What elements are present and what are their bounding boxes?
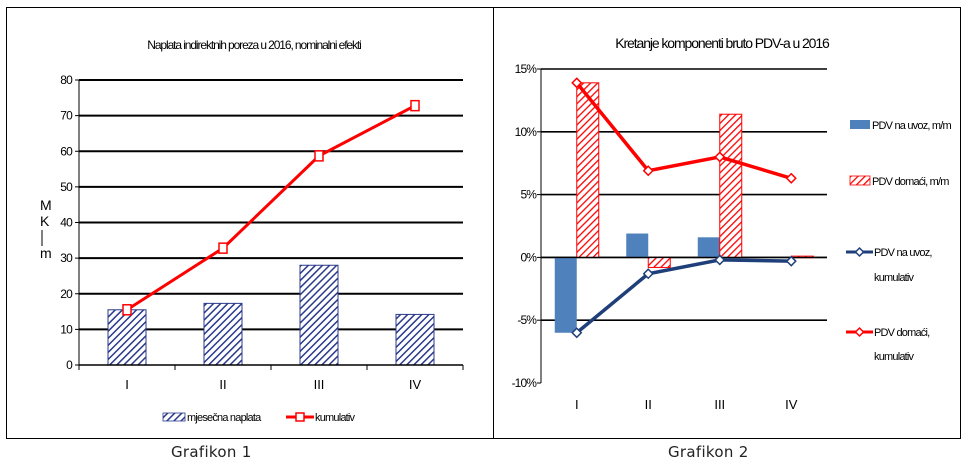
chart-2-lines — [571, 77, 797, 339]
legend-label-import-cum: PDV na uvoz, kumulativ — [874, 247, 934, 284]
bar-domestic-mm — [576, 82, 600, 258]
y-tick-label: 70 — [60, 109, 73, 123]
y-tick-label: 5% — [520, 188, 537, 202]
bar-domestic-mm — [719, 113, 743, 258]
legend-label-import-cum-line-1: PDV na uvoz, — [874, 247, 932, 259]
chart-1-ylabel-line-3: m — [40, 245, 52, 261]
y-tick-label: 10% — [515, 125, 538, 139]
marker-domestic-cumulative — [714, 151, 726, 163]
marker-cumulative — [410, 99, 420, 112]
x-tick-label: I — [125, 377, 129, 392]
figure-frame — [6, 7, 961, 439]
legend-label-domestic-cum-line-2: kumulativ — [874, 351, 915, 363]
legend-swatch-domestic-mm — [849, 175, 871, 186]
legend-label-monthly: mjesečna naplata — [187, 412, 262, 424]
marker-cumulative — [122, 304, 132, 316]
bar-domestic-mm — [647, 256, 671, 268]
bar-monthly — [107, 309, 147, 366]
legend-marker-cumulative — [295, 412, 305, 422]
bar-monthly — [203, 302, 243, 366]
chart-2-grid: -10% -5% 0% 5% 10% 15% — [512, 62, 827, 390]
marker-import-cumulative — [785, 255, 797, 267]
bar-import-mm — [626, 233, 649, 258]
marker-import-cumulative — [571, 327, 583, 339]
y-tick-label: 15% — [515, 62, 538, 76]
marker-domestic-cumulative — [642, 165, 654, 177]
y-tick-label: 0 — [66, 358, 73, 372]
figure-divider — [493, 7, 494, 439]
legend-label-domestic-cum-line-1: PDV domaći, — [874, 327, 930, 339]
legend-marker-domestic-cum — [854, 326, 865, 338]
x-tick-label: II — [645, 397, 652, 412]
chart-1-title: Naplata indirektnih poreza u 2016, nomin… — [147, 38, 361, 52]
chart-1-line — [122, 99, 420, 316]
bar-monthly — [395, 313, 435, 366]
y-tick-label: 0% — [520, 250, 537, 264]
legend-label-domestic-cum: PDV domaći, kumulativ — [874, 327, 932, 363]
chart-1-bars — [107, 264, 435, 366]
x-tick-label: IV — [409, 377, 422, 392]
marker-import-cumulative — [642, 268, 654, 280]
line-domestic-cumulative — [575, 81, 792, 180]
legend-label-import-cum-line-2: kumulativ — [874, 272, 915, 284]
x-tick-label: III — [314, 377, 325, 392]
y-tick-label: 40 — [60, 216, 73, 230]
chart-1-ylabel-line-1: M — [40, 197, 52, 213]
x-tick-label: IV — [785, 397, 798, 412]
chart-1: Naplata indirektnih poreza u 2016, nomin… — [40, 38, 464, 424]
x-tick-label: II — [219, 377, 226, 392]
y-tick-label: 50 — [60, 180, 73, 194]
legend-label-import-mm: PDV na uvoz, m/m — [872, 120, 952, 132]
legend-swatch-import-mm — [850, 120, 870, 129]
line-cumulative — [126, 104, 416, 312]
marker-import-cumulative — [714, 254, 726, 266]
y-tick-label: -10% — [512, 376, 538, 390]
chart-1-grid: 0 10 20 30 40 50 60 70 80 — [60, 73, 463, 372]
legend-marker-import-cum — [854, 246, 865, 258]
chart-2-legend: PDV na uvoz, m/m PDV domaći, m/m PDV na … — [846, 120, 952, 363]
legend-label-cumulative: kumulativ — [315, 412, 356, 424]
marker-cumulative — [314, 150, 324, 162]
marker-domestic-cumulative — [785, 172, 797, 184]
chart-2-title: Kretanje komponenti bruto PDV-a u 2016 — [615, 35, 830, 51]
y-tick-label: 30 — [60, 251, 73, 265]
chart-1-ylabel-line-2: K — [40, 213, 50, 229]
chart-1-legend: mjesečna naplata kumulativ — [162, 412, 356, 424]
y-tick-label: 80 — [60, 73, 73, 87]
chart-2: Kretanje komponenti bruto PDV-a u 2016 -… — [512, 35, 953, 412]
chart-1-ylabel: M K m — [40, 197, 56, 261]
chart-2-bars — [554, 82, 814, 333]
legend-swatch-monthly — [162, 412, 186, 422]
y-tick-label: 60 — [60, 144, 73, 158]
caption-chart-2: Grafikon 2 — [668, 443, 749, 461]
bar-import-mm — [697, 237, 720, 258]
bar-import-mm — [554, 257, 577, 333]
legend-label-domestic-mm: PDV domaći, m/m — [872, 176, 949, 188]
y-tick-label: 10 — [60, 322, 73, 336]
caption-chart-1: Grafikon 1 — [171, 443, 252, 461]
x-tick-label: III — [714, 397, 725, 412]
bar-monthly — [299, 264, 339, 366]
y-tick-label: -5% — [517, 313, 537, 327]
marker-domestic-cumulative — [571, 77, 583, 89]
chart-2-axes: I II III IV — [540, 69, 827, 412]
chart-1-axes: I II III IV — [78, 80, 464, 392]
line-import-cumulative — [575, 258, 792, 335]
x-tick-label: I — [575, 397, 579, 412]
y-tick-label: 20 — [60, 287, 73, 301]
marker-cumulative — [218, 242, 228, 254]
